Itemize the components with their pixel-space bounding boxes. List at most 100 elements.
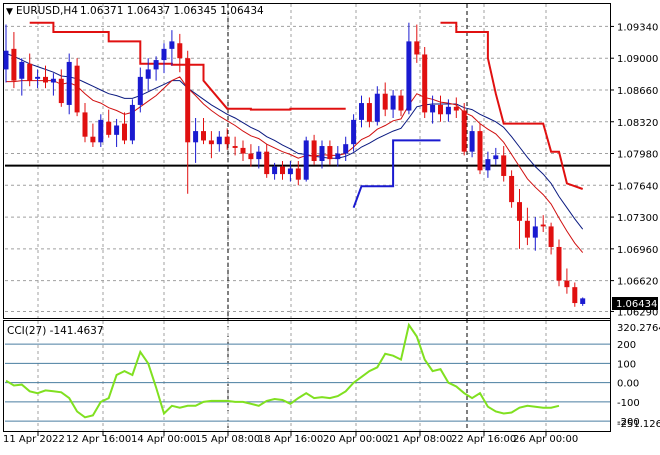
price-tick-label: 1.09000 [617, 54, 658, 65]
trailing-stop-line [440, 21, 584, 190]
price-tick-label: 1.08320 [617, 118, 658, 129]
candle-body [114, 125, 120, 135]
trailing-stop-line [352, 139, 441, 209]
candle-body [406, 41, 412, 111]
candle-body [224, 136, 230, 145]
price-tick-label: 1.07980 [617, 150, 658, 161]
candle-body [58, 78, 64, 104]
candle-body [11, 48, 17, 81]
price-tick-label: 1.07640 [617, 181, 658, 192]
chart-ohlc: 1.06371 1.06437 1.06345 1.06434 [80, 5, 264, 17]
current-price-badge [612, 297, 658, 310]
candle-body [50, 78, 56, 83]
candle-body [422, 54, 428, 113]
candle-body [382, 93, 388, 110]
candle-body [185, 58, 191, 143]
cci-tick-label: 200 [617, 340, 636, 351]
candlesticks [3, 22, 586, 307]
price-tick-label: 1.08660 [617, 86, 658, 97]
candle-body [280, 166, 285, 175]
candle-body [580, 298, 586, 304]
candle-body [240, 147, 246, 154]
candle-body [303, 140, 309, 180]
candle-body [493, 155, 499, 160]
candle-body [256, 151, 262, 160]
time-tick-label: 14 Apr 00:00 [131, 434, 196, 445]
fast-moving-average-line [6, 76, 584, 253]
candle-body [177, 43, 183, 59]
candle-body [509, 175, 515, 203]
candle-body [548, 226, 554, 247]
candle-body [153, 60, 159, 70]
time-tick-label: 15 Apr 08:00 [195, 434, 260, 445]
candle-body [137, 76, 143, 105]
candle-body [208, 140, 214, 145]
candle-body [564, 280, 570, 288]
candle-body [390, 95, 396, 110]
time-tick-label: 18 Apr 16:00 [258, 434, 323, 445]
slow-moving-average-line [5, 53, 584, 230]
candle-body [82, 112, 88, 137]
price-tick-label: 1.09340 [617, 22, 658, 33]
candle-body [98, 119, 104, 143]
cci-tick-label: 100 [617, 359, 636, 370]
candle-body [501, 155, 507, 176]
candle-body [335, 153, 341, 160]
candle-body [469, 131, 475, 152]
price-grid [5, 4, 610, 431]
candle-body [27, 63, 33, 81]
candle-body [3, 50, 9, 70]
candle-body [90, 136, 96, 143]
candle-body [359, 103, 364, 120]
candle-body [169, 41, 175, 49]
time-tick-label: 26 Apr 00:00 [513, 434, 578, 445]
time-tick-label: 21 Apr 08:00 [387, 434, 452, 445]
candle-body [351, 119, 357, 145]
candle-body [248, 153, 254, 160]
time-tick-label: 20 Apr 00:00 [323, 434, 388, 445]
candle-body [453, 106, 459, 111]
moving-averages [5, 53, 584, 253]
cci-tick-label: -100 [617, 398, 640, 409]
candle-body [66, 61, 72, 105]
candle-body [106, 121, 112, 135]
candle-body [264, 151, 270, 175]
candle-body [295, 168, 301, 180]
cci-label: CCI(27) -141.4637 [7, 325, 104, 337]
candle-body [398, 95, 404, 111]
candle-body [540, 224, 546, 227]
candle-body [145, 69, 151, 79]
candle-body [461, 110, 467, 152]
time-tick-label: 22 Apr 16:00 [451, 434, 516, 445]
candle-body [129, 104, 135, 141]
candle-body [319, 146, 325, 161]
indicator-pane-frame [3, 320, 611, 432]
price-tick-label: 1.07300 [617, 213, 658, 224]
candle-body [485, 159, 491, 171]
candle-body [327, 146, 333, 160]
cci-line-group [5, 322, 560, 419]
candle-body [374, 93, 380, 122]
cci-line [5, 322, 560, 419]
price-axis: 1.09340 1.09000 1.08660 1.08320 1.07980 1.076… [610, 22, 658, 318]
candle-body [445, 106, 451, 115]
candle-body [287, 168, 293, 175]
candle-body [524, 220, 530, 238]
candle-body [532, 226, 538, 238]
current-price-label: 1.06434 [616, 299, 657, 310]
chart-collapse-icon[interactable]: ▼ [6, 7, 13, 17]
candle-body [366, 103, 372, 122]
candle-body [311, 140, 317, 161]
candle-body [414, 41, 420, 55]
time-tick-label: 11 Apr 2022 [3, 434, 65, 445]
candle-body [343, 144, 349, 154]
cci-tick-label: -200 [617, 417, 640, 428]
candle-body [216, 136, 222, 145]
candle-body [477, 131, 483, 171]
price-tick-label: 1.06290 [617, 307, 658, 318]
candle-body [193, 131, 199, 143]
candle-body [517, 202, 522, 221]
candle-body [438, 104, 443, 115]
